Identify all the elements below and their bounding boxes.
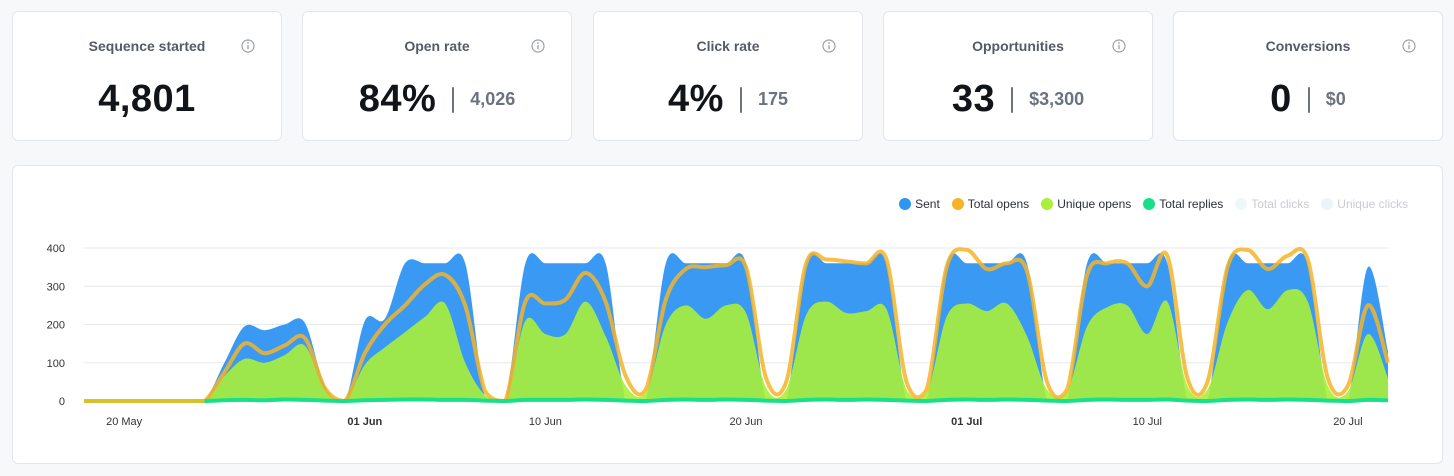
legend-item-total-replies[interactable]: Total replies bbox=[1143, 197, 1223, 211]
stat-divider bbox=[1011, 86, 1014, 113]
legend-item-total-clicks[interactable]: Total clicks bbox=[1235, 197, 1309, 211]
stat-title: Sequence started bbox=[88, 38, 206, 54]
legend-item-sent[interactable]: Sent bbox=[899, 197, 940, 211]
stat-secondary-value: 175 bbox=[757, 89, 788, 109]
legend-swatch bbox=[951, 198, 964, 210]
stat-title: Click rate bbox=[696, 38, 760, 54]
x-tick-label: 20 Jul bbox=[1333, 416, 1362, 428]
stat-card-opportunities: Opportunities 33 $3,300 bbox=[883, 11, 1153, 141]
stat-title: Conversions bbox=[1265, 38, 1351, 54]
stat-value: 4% bbox=[668, 78, 724, 120]
stat-divider bbox=[1307, 86, 1310, 113]
stat-secondary-value: $0 bbox=[1325, 89, 1346, 109]
activity-chart-card: Sent Total opens Unique opens Total repl… bbox=[12, 165, 1443, 464]
x-tick-label: 10 Jun bbox=[529, 416, 562, 428]
legend-label: Total clicks bbox=[1251, 197, 1310, 211]
stat-divider bbox=[452, 86, 455, 113]
stat-card-sequence-started: Sequence started 4,801 bbox=[12, 11, 282, 141]
series-unique-opens-area bbox=[84, 288, 1388, 401]
legend-swatch bbox=[1041, 198, 1054, 210]
stat-title: Open rate bbox=[404, 38, 470, 54]
legend-swatch bbox=[1235, 198, 1248, 210]
series-total-opens-line bbox=[84, 246, 1390, 403]
legend-label: Unique opens bbox=[1057, 197, 1132, 211]
y-tick-label: 200 bbox=[47, 320, 65, 332]
x-tick-label: 01 Jul bbox=[951, 416, 982, 428]
info-circle-icon[interactable] bbox=[241, 39, 255, 53]
legend-label: Unique clicks bbox=[1337, 197, 1408, 211]
x-tick-label: 20 May bbox=[106, 416, 143, 428]
stat-card-conversions: Conversions 0 $0 bbox=[1173, 11, 1443, 141]
stat-value: 84% bbox=[358, 78, 437, 120]
stat-card-open-rate: Open rate 84% 4,026 bbox=[302, 11, 572, 141]
x-tick-label: 01 Jun bbox=[347, 416, 382, 428]
y-tick-label: 100 bbox=[47, 358, 65, 370]
x-tick-label: 20 Jun bbox=[730, 416, 763, 428]
legend-swatch bbox=[1321, 198, 1334, 210]
info-circle-icon[interactable] bbox=[531, 39, 545, 53]
info-circle-icon[interactable] bbox=[822, 39, 836, 53]
legend-item-unique-opens[interactable]: Unique opens bbox=[1041, 197, 1131, 211]
stat-value: 4,801 bbox=[98, 78, 196, 120]
legend-label: Sent bbox=[915, 197, 940, 211]
stat-value: 33 bbox=[951, 78, 996, 120]
stat-title: Opportunities bbox=[972, 38, 1064, 54]
chart-legend: Sent Total opens Unique opens Total repl… bbox=[899, 197, 1408, 211]
legend-swatch bbox=[1143, 198, 1156, 210]
legend-item-total-opens[interactable]: Total opens bbox=[951, 197, 1030, 211]
y-tick-label: 400 bbox=[47, 243, 65, 255]
legend-label: Total replies bbox=[1159, 197, 1224, 211]
legend-label: Total opens bbox=[967, 197, 1030, 211]
series-total-replies-line bbox=[84, 397, 1389, 403]
stat-card-click-rate: Click rate 4% 175 bbox=[593, 11, 863, 141]
info-circle-icon[interactable] bbox=[1112, 39, 1126, 53]
y-tick-label: 0 bbox=[59, 396, 65, 408]
info-circle-icon[interactable] bbox=[1402, 39, 1416, 53]
legend-swatch bbox=[899, 198, 912, 210]
legend-item-unique-clicks[interactable]: Unique clicks bbox=[1321, 197, 1408, 211]
y-tick-label: 300 bbox=[47, 281, 65, 293]
stat-value: 0 bbox=[1270, 78, 1292, 120]
stat-secondary-value: $3,300 bbox=[1029, 89, 1085, 109]
activity-chart: 0 100 200 300 400 20 May 01 Jun 10 Jun 20 Jun 01 … bbox=[47, 243, 1390, 428]
stat-secondary-value: 4,026 bbox=[470, 89, 516, 109]
stat-divider bbox=[739, 86, 742, 113]
x-tick-label: 10 Jul bbox=[1133, 416, 1162, 428]
